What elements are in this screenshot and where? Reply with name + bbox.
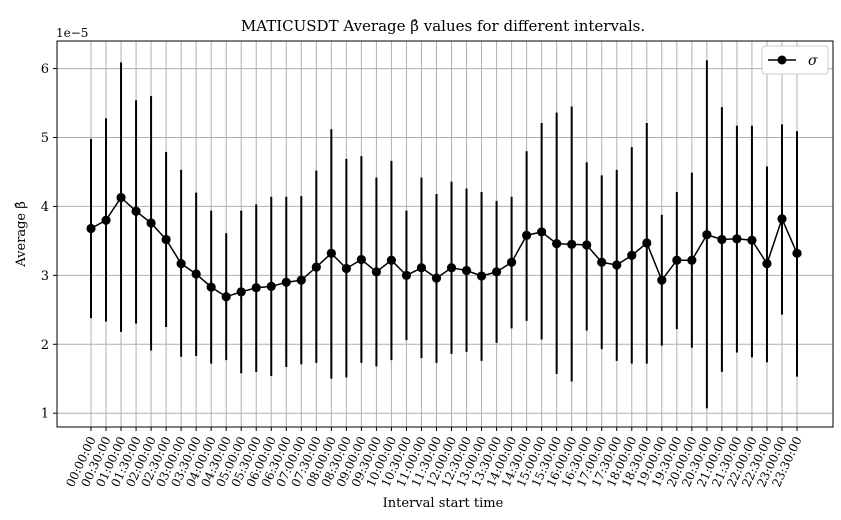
data-point <box>446 263 457 273</box>
x-axis-ticks: 00:00:0000:30:0001:00:0001:30:0002:00:00… <box>63 427 805 489</box>
data-point <box>642 238 652 248</box>
data-point <box>101 215 111 225</box>
data-point <box>176 259 186 269</box>
data-point <box>206 282 216 292</box>
data-point <box>582 240 592 250</box>
data-point <box>266 281 276 291</box>
data-point <box>236 287 246 297</box>
data-point <box>552 239 562 249</box>
y-axis-label: Average β̂ <box>14 201 29 268</box>
y-tick-label: 5 <box>41 131 49 146</box>
data-point <box>476 271 487 281</box>
data-point <box>386 255 397 265</box>
data-point <box>371 267 382 277</box>
data-point <box>296 275 306 285</box>
data-point <box>792 248 802 258</box>
plot-area <box>56 40 834 428</box>
legend: σ <box>761 45 829 75</box>
data-point <box>281 277 291 287</box>
data-point <box>672 255 682 265</box>
y-scale-label: 1e−5 <box>56 26 88 40</box>
data-point <box>341 263 351 274</box>
data-point <box>657 275 667 285</box>
x-axis-label: Interval start time <box>383 496 504 511</box>
data-point <box>522 230 532 240</box>
y-tick-label: 2 <box>41 338 49 353</box>
y-tick-label: 6 <box>41 62 49 77</box>
data-point <box>597 257 607 267</box>
data-point <box>116 192 126 203</box>
data-point <box>702 230 712 240</box>
y-tick-label: 3 <box>41 269 49 284</box>
data-point <box>747 235 757 245</box>
data-point <box>732 234 742 244</box>
data-point <box>431 273 442 283</box>
legend-label: σ <box>808 53 818 69</box>
data-point <box>311 262 321 272</box>
data-point <box>491 267 502 277</box>
data-point <box>687 255 697 265</box>
data-point <box>161 234 171 245</box>
y-tick-label: 4 <box>41 200 49 215</box>
data-point <box>131 206 141 216</box>
data-point <box>717 234 727 245</box>
data-point <box>567 239 577 249</box>
data-point <box>191 269 201 279</box>
data-point <box>251 283 261 293</box>
data-point <box>762 259 772 269</box>
data-point <box>86 223 96 234</box>
data-point <box>146 218 156 228</box>
data-point <box>461 265 472 276</box>
data-point <box>326 248 336 258</box>
data-point <box>627 250 637 260</box>
data-point <box>401 270 412 280</box>
grid <box>57 41 833 427</box>
data-point <box>537 227 547 237</box>
error-bars <box>90 60 798 409</box>
series-points <box>86 192 802 302</box>
legend-point-marker <box>777 55 787 65</box>
y-tick-label: 1 <box>41 407 49 422</box>
chart-title: MATICUSDT Average β̂ values for differen… <box>241 17 645 35</box>
data-point <box>777 214 787 224</box>
data-point <box>506 257 517 267</box>
y-axis-ticks: 1 2 3 4 5 6 <box>41 62 57 422</box>
data-point <box>416 263 427 273</box>
data-point <box>612 260 622 270</box>
data-point <box>356 254 366 265</box>
data-point <box>221 292 231 302</box>
